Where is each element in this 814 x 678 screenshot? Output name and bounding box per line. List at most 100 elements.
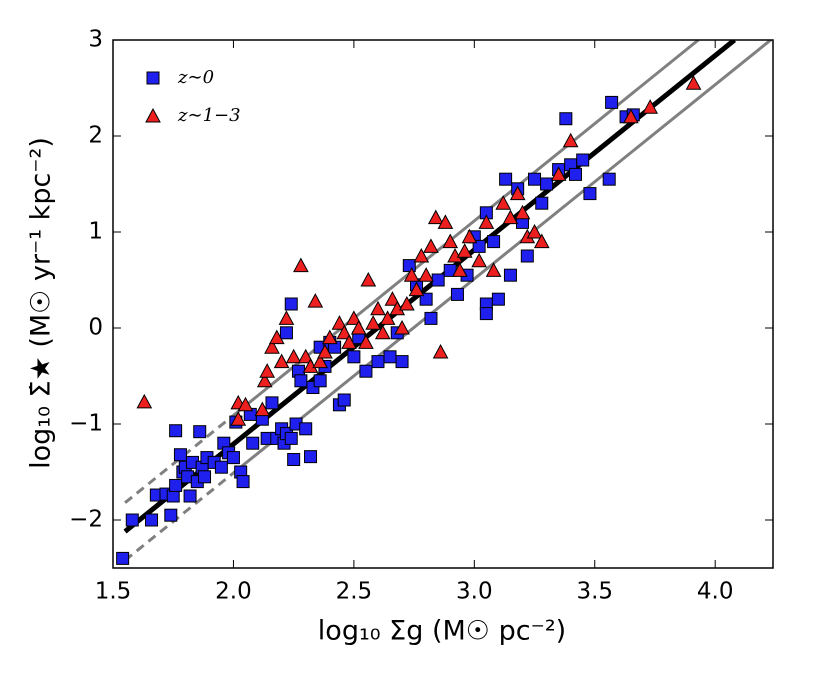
y-tick-label: −1 [69,411,103,437]
point [116,551,130,565]
point [418,267,434,282]
point [576,153,590,167]
y-tick-label: −2 [69,507,103,533]
point [259,363,275,378]
point [499,172,513,186]
x-tick-label: 2.0 [215,579,252,605]
point [533,233,550,249]
point [503,268,517,282]
point [312,353,328,369]
point [336,324,353,340]
x-tick-label: 1.5 [95,579,132,605]
point [169,424,183,438]
point [230,411,247,426]
x-tick-label: 3.5 [576,579,613,605]
point [198,470,212,484]
plot-frame [112,39,774,569]
point [424,311,438,325]
point [535,196,549,210]
point [540,177,554,191]
point [236,475,250,489]
fit-line [124,414,235,504]
legend-marker [145,107,161,123]
point [125,513,139,527]
point [337,393,351,407]
legend-label: z∼1−3 [177,105,241,126]
point [273,353,290,369]
point [403,267,420,282]
legend-label: z∼0 [177,67,214,88]
point [365,315,381,330]
point [461,228,478,244]
point [279,326,293,340]
point [452,262,468,277]
point [399,295,415,311]
point [278,310,295,325]
point [431,273,445,287]
point [502,209,519,225]
fit-line [124,471,235,562]
point [642,99,658,114]
point [514,204,531,220]
point [136,393,153,409]
point [164,508,178,522]
point [568,167,582,181]
point [432,343,449,359]
point [550,166,567,181]
point [256,372,273,388]
point [358,334,374,349]
point [583,187,597,201]
point [284,297,298,311]
point [395,355,409,369]
point [299,422,313,436]
point [423,238,439,253]
point [383,350,397,364]
y-tick-label: 0 [88,315,103,341]
point [145,513,159,527]
point [268,329,285,345]
point [456,243,473,258]
point [341,334,357,349]
x-tick-label: 4.0 [697,579,734,605]
point [419,292,433,306]
point [294,374,308,388]
fit-line [232,40,773,475]
point [169,478,183,492]
point [450,287,464,301]
point [384,291,401,306]
point [254,401,271,417]
point [347,350,361,364]
point [479,307,493,321]
y-tick-label: 3 [88,27,103,53]
x-axis-label: log₁₀ Σg (M☉ pc⁻²) [318,616,566,647]
point [173,448,187,462]
point [284,431,298,445]
point [509,185,526,201]
point [359,364,373,378]
point [287,453,301,467]
point [495,195,512,210]
point [526,223,543,239]
point [685,75,702,90]
point [214,460,228,474]
point [602,172,616,186]
point [246,436,260,450]
point [487,235,501,249]
point [562,132,579,148]
point [623,108,639,124]
point [297,348,314,364]
y-tick-label: 1 [88,219,103,245]
x-tick-label: 3.0 [456,579,493,605]
point [471,252,487,268]
point [520,249,534,263]
point [485,262,502,277]
point [346,310,362,325]
point [472,239,486,253]
point [442,233,459,249]
point [491,292,505,306]
point [264,339,280,354]
point [370,300,386,316]
point [437,214,454,229]
point [226,451,240,465]
